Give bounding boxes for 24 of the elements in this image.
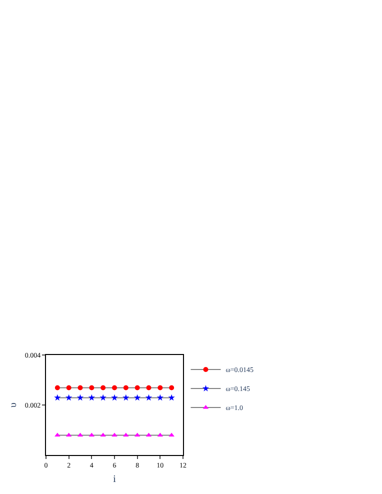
x-axis-title: i xyxy=(113,474,116,485)
point xyxy=(88,394,95,401)
point xyxy=(66,394,72,401)
point xyxy=(112,385,117,390)
point xyxy=(76,394,84,401)
point xyxy=(100,394,106,401)
point xyxy=(158,385,163,390)
point xyxy=(66,385,72,390)
point xyxy=(146,385,152,390)
point xyxy=(89,385,94,390)
point xyxy=(134,385,140,390)
point xyxy=(54,385,60,390)
point xyxy=(54,394,61,401)
point xyxy=(122,394,130,401)
point xyxy=(111,394,118,401)
point xyxy=(145,394,152,401)
y-axis-title: υ xyxy=(8,402,19,408)
point xyxy=(169,385,174,390)
point xyxy=(168,394,175,401)
point xyxy=(156,394,164,401)
point xyxy=(123,385,128,390)
point xyxy=(100,385,106,390)
point xyxy=(78,385,83,390)
point xyxy=(134,394,141,401)
